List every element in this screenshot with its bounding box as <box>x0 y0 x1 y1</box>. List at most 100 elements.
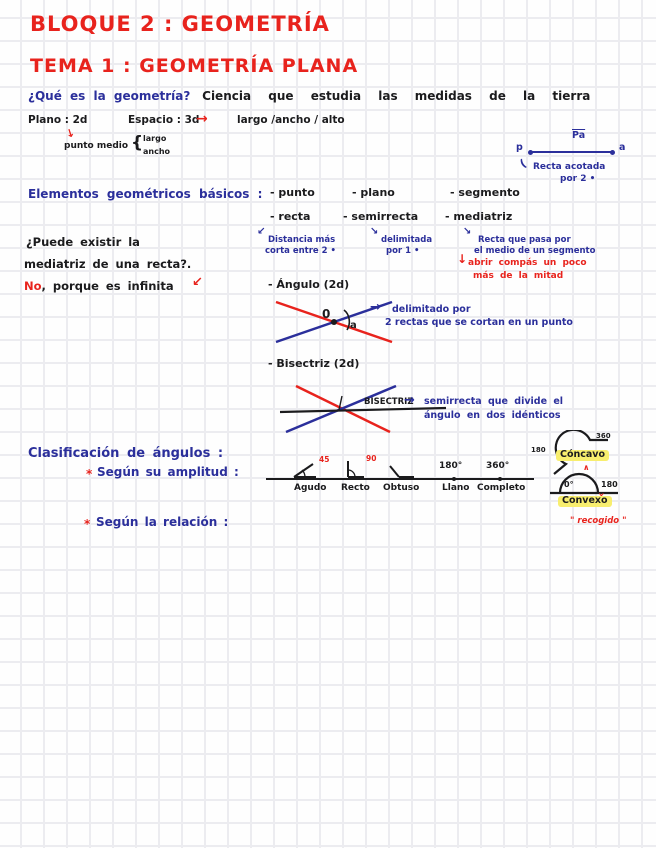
concavo-end-value: 360 <box>596 432 611 440</box>
plano-label: Plano : 2d <box>28 114 88 126</box>
down-arrow-icon: ↓ <box>63 125 77 142</box>
acute-label: Agudo <box>294 483 327 493</box>
right-arrow-icon: → <box>370 300 381 315</box>
figures-baseline <box>266 478 534 480</box>
brace-icon: { <box>131 133 144 153</box>
down-arrow-icon: ↓ <box>457 252 468 266</box>
theme-title: TEMA 1 : GEOMETRÍA PLANA <box>30 55 359 77</box>
relation-label: Según la relación : <box>96 515 229 529</box>
segment-notation: Pa <box>572 130 586 141</box>
convex-angle-figure <box>550 472 618 495</box>
question-line-2: mediatriz de una recta?. <box>24 257 192 271</box>
curve-stroke-icon: ( <box>517 156 529 171</box>
tick-mark <box>338 395 343 411</box>
block-title: BLOQUE 2 : GEOMETRÍA <box>30 12 330 36</box>
red-cross-icon: × <box>598 491 605 500</box>
angulo-heading: - Ángulo (2d) <box>268 278 350 291</box>
mediatriz-note-2: el medio de un segmento <box>474 246 596 256</box>
straight-value: 180° <box>439 461 463 471</box>
arc <box>347 469 356 478</box>
concavo-label: Cóncavo <box>556 449 610 461</box>
semirrecta-note-1: delimitada <box>381 235 433 245</box>
bisectriz-note-2: ángulo en dos idénticos <box>424 410 561 421</box>
recogido-note: " recogido " <box>570 516 627 526</box>
right-value: 90 <box>366 454 377 463</box>
obtuse-label: Obtuso <box>383 483 420 493</box>
vertex-label: 0 <box>322 307 330 321</box>
intro-line: ¿Qué es la geometría? Ciencia que estudi… <box>28 89 591 104</box>
semirrecta-note-2: por 1 • <box>386 246 420 256</box>
intro-answer: Ciencia que estudia las medidas de la ti… <box>202 89 591 103</box>
bisectriz-figure-label: BISECTRIZ <box>364 397 413 407</box>
recta-note-2: corta entre 2 • <box>265 246 336 256</box>
answer-rest: , porque es infinita <box>41 279 174 293</box>
elements-heading: Elementos geométricos básicos : <box>28 187 263 201</box>
segment-right-point: a <box>619 142 626 153</box>
crossing-lines-figure: 0 a <box>275 300 393 344</box>
question-line-1: ¿Puede existir la <box>26 235 140 249</box>
espacio-label: Espacio : 3d <box>128 114 200 126</box>
classification-heading: Clasificación de ángulos : <box>28 446 224 461</box>
ray <box>389 465 400 478</box>
semicircle-arc <box>558 472 600 494</box>
down-left-arrow-icon: ↙ <box>192 275 203 290</box>
recta-note-1: Distancia más <box>268 235 336 245</box>
dimension-sizes: largo /ancho / alto <box>237 114 345 126</box>
convexo-start-value: 0° <box>564 480 574 489</box>
bent-arrow-icon: ↙ <box>257 226 266 237</box>
segment-right-dot <box>610 150 615 155</box>
star-icon: * <box>86 467 93 481</box>
down-right-arrow-icon: ↘ <box>370 226 379 237</box>
segment-caption-1: Recta acotada <box>533 162 606 172</box>
element-recta: - recta <box>270 210 311 223</box>
concavo-start-value: 180 <box>531 446 546 454</box>
intro-question: ¿Qué es la geometría? <box>28 89 191 103</box>
angulo-note-2: 2 rectas que se cortan en un punto <box>385 317 573 328</box>
vertex-dot <box>331 319 337 325</box>
mediatriz-note-1: Recta que pasa por <box>478 235 571 245</box>
ancho-label: ancho <box>143 147 171 156</box>
complete-dot <box>498 477 502 481</box>
element-segmento: - segmento <box>450 186 520 199</box>
right-label: Recto <box>341 483 370 493</box>
right-angle-figure <box>347 461 364 478</box>
down-right-arrow-icon: ↘ <box>463 226 472 237</box>
obtuse-angle-figure <box>389 465 414 478</box>
acute-value: 45 <box>319 455 330 464</box>
segment-left-point: p <box>516 142 523 153</box>
angle-arc-label: a <box>350 320 357 331</box>
compass-note-1: abrir compás un poco <box>468 258 587 268</box>
segment-left-dot <box>528 150 533 155</box>
largo-label: largo <box>143 134 167 143</box>
bisectriz-line <box>279 406 447 414</box>
angle-arc <box>343 309 351 331</box>
answer-no: No <box>24 279 42 293</box>
blue-line <box>285 384 397 434</box>
element-punto: - punto <box>270 186 315 199</box>
element-plano: - plano <box>352 186 395 199</box>
straight-label: Llano <box>442 483 470 493</box>
compass-note-2: más de la mitad <box>473 271 564 281</box>
star-icon: * <box>84 517 91 531</box>
segment-line <box>531 151 611 153</box>
element-semirrecta: - semirrecta <box>343 210 419 223</box>
convexo-label: Convexo <box>558 495 612 507</box>
arc <box>301 469 306 478</box>
amplitude-label: Según su amplitud : <box>97 465 239 479</box>
segment-caption-2: por 2 • <box>560 174 596 184</box>
convexo-end-value: 180 <box>601 480 618 489</box>
ray <box>293 463 314 478</box>
right-arrow-icon: → <box>196 111 208 127</box>
straight-dot <box>452 477 456 481</box>
angulo-note-1: delimitado por <box>392 304 471 315</box>
element-mediatriz: - mediatriz <box>445 210 513 223</box>
question-answer: No, porque es infinita <box>24 279 174 293</box>
bisectriz-figure: BISECTRIZ <box>279 384 447 434</box>
bisectriz-note-1: semirrecta que divide el <box>424 396 564 407</box>
punto-medio-label: punto medio <box>64 141 129 151</box>
complete-label: Completo <box>477 483 526 493</box>
complete-value: 360° <box>486 461 510 471</box>
right-arrow-icon: → <box>404 393 415 408</box>
bisectriz-heading: - Bisectriz (2d) <box>268 357 360 370</box>
